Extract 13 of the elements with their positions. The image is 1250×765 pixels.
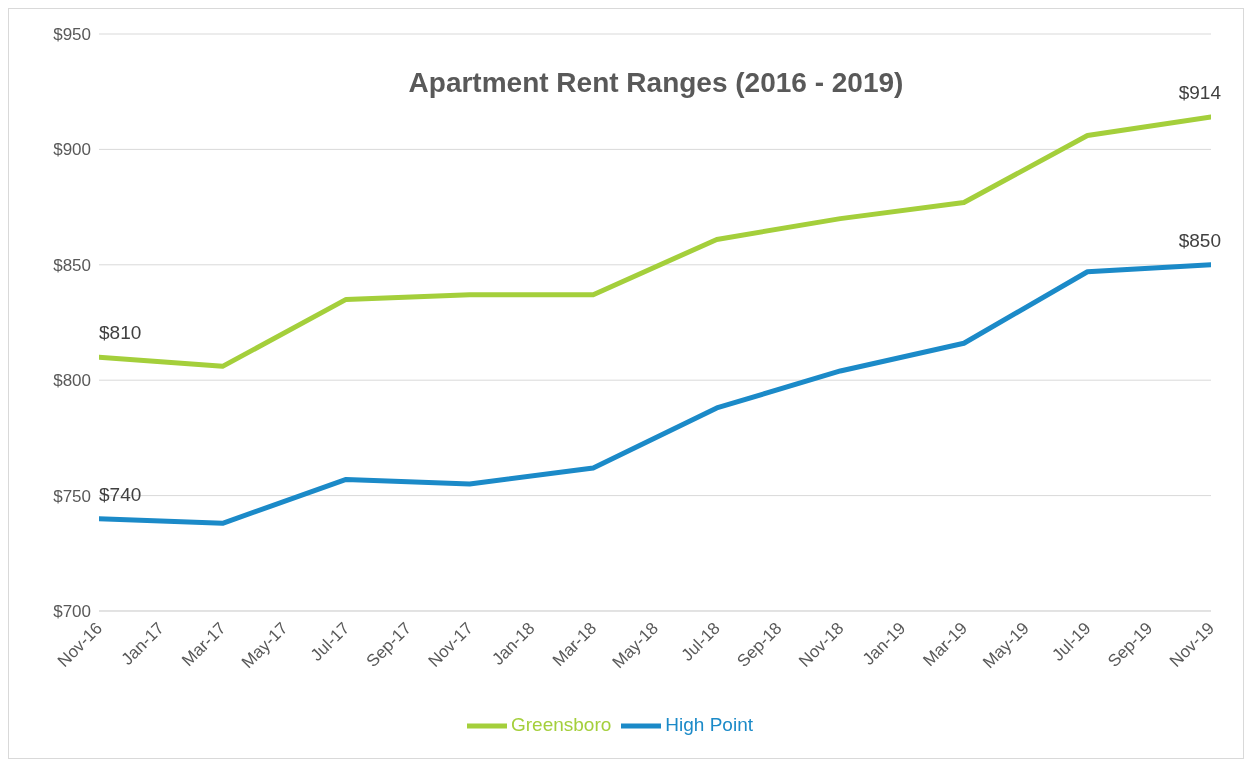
y-tick-label: $800	[53, 371, 91, 391]
legend-label: High Point	[665, 714, 753, 736]
data-label: $850	[1178, 229, 1221, 251]
text: Apartment Rent Ranges (2016 - 2019)	[408, 67, 904, 98]
y-tick-label: $750	[53, 486, 91, 506]
y-tick-label: $700	[53, 602, 91, 622]
legend-label: Greensboro	[510, 714, 612, 736]
y-tick-label: $950	[53, 25, 91, 45]
data-label: $740	[99, 483, 142, 505]
data-label: $914	[1178, 82, 1222, 104]
data-label: $810	[99, 322, 142, 344]
y-tick-label: $850	[53, 255, 91, 275]
y-tick-label: $900	[53, 140, 91, 160]
